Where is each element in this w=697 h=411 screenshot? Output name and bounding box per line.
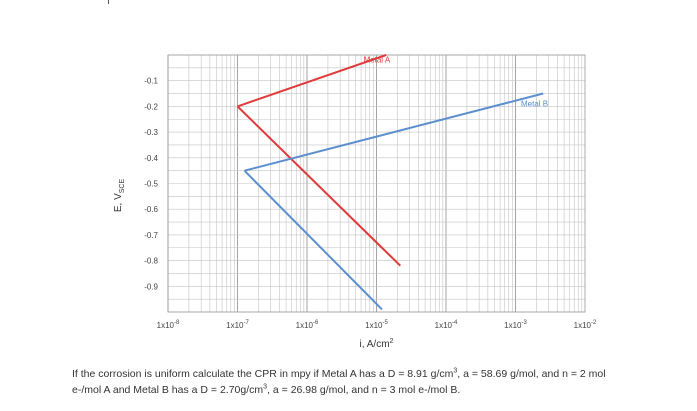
- y-axis-label-text: E, V: [113, 193, 124, 212]
- x-tick-base: 1x10: [504, 321, 522, 330]
- x-tick-label: 1x10-6: [296, 320, 319, 330]
- x-tick-label: 1x10-2: [574, 320, 597, 330]
- x-tick-label: 1x10-3: [504, 320, 527, 330]
- y-tick-labels: -0.1 -0.2 -0.3 -0.4 -0.5 -0.6 -0.7 -0.8 -0.9: [144, 77, 158, 292]
- x-tick-exponent: -6: [313, 320, 319, 326]
- x-tick-base: 1x10: [435, 321, 453, 330]
- question-sup-2: 3: [263, 383, 268, 391]
- metal-b-upper-line: [244, 92, 544, 172]
- x-tick-base: 1x10: [157, 321, 175, 330]
- x-axis-label-sup: 2: [390, 338, 394, 345]
- chart-grid: [167, 54, 585, 313]
- x-tick-exponent: -7: [244, 320, 250, 326]
- metal-a-lower-line: [236, 105, 401, 267]
- x-tick-base: 1x10: [365, 321, 383, 330]
- chart-series: Metal A Metal B: [236, 54, 548, 311]
- metal-b-label: Metal B: [521, 99, 548, 108]
- x-axis-label-text: i, A/cm: [360, 339, 390, 350]
- metal-b-lower-line: [243, 169, 383, 311]
- question-text: If the corrosion is uniform calculate th…: [72, 366, 632, 398]
- x-tick-base: 1x10: [296, 321, 314, 330]
- x-tick-label: 1x10-7: [226, 320, 249, 330]
- y-tick-label: -0.3: [144, 128, 158, 137]
- y-tick-label: -0.8: [144, 257, 158, 266]
- x-tick-base: 1x10: [574, 321, 592, 330]
- x-tick-exponent: -5: [383, 320, 389, 326]
- y-axis-label-sub: SCE: [119, 179, 126, 194]
- y-tick-label: -0.7: [144, 231, 158, 240]
- x-tick-label: 1x10-4: [435, 320, 458, 330]
- question-part-1: If the corrosion is uniform calculate th…: [72, 368, 454, 380]
- x-tick-exponent: -4: [452, 320, 458, 326]
- x-tick-exponent: -3: [522, 320, 528, 326]
- y-tick-label: -0.4: [144, 154, 158, 163]
- metal-a-label: Metal A: [363, 56, 390, 65]
- x-axis-label: i, A/cm2: [360, 338, 394, 350]
- x-tick-base: 1x10: [226, 321, 244, 330]
- question-sup-1: 3: [453, 367, 458, 375]
- y-tick-label: -0.6: [144, 205, 158, 214]
- top-tick-mark: [108, 0, 109, 4]
- y-tick-label: -0.2: [144, 102, 158, 111]
- question-part-2: , a = 58.69 g/mol, and n = 2 mol e-/mol …: [72, 368, 606, 396]
- question-part-3: , a = 26.98 g/mol, and n = 3 mol e-/mol …: [267, 384, 461, 396]
- y-tick-label: -0.9: [144, 282, 158, 291]
- y-tick-label: -0.1: [144, 77, 158, 86]
- x-tick-labels: 1x10-8 1x10-7 1x10-6 1x10-5 1x10-4 1x10-3 1x10…: [157, 320, 597, 330]
- x-tick-label: 1x10-5: [365, 320, 388, 330]
- x-tick-exponent: -8: [174, 320, 180, 326]
- y-tick-label: -0.5: [144, 180, 158, 189]
- x-tick-label: 1x10-8: [157, 320, 180, 330]
- y-axis-label: E, VSCE: [113, 179, 126, 213]
- metal-a-upper-line: [237, 54, 387, 108]
- x-tick-exponent: -2: [591, 320, 597, 326]
- plot-frame: [167, 54, 586, 313]
